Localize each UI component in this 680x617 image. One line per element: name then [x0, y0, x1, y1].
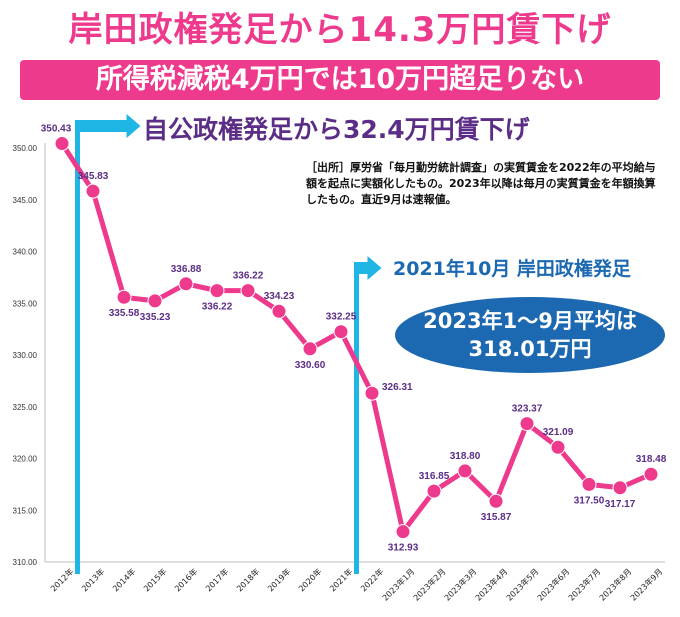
y-tick-label: 315.00 — [13, 506, 38, 515]
data-point — [302, 341, 318, 357]
data-label: 335.23 — [140, 312, 171, 323]
data-point — [426, 483, 442, 499]
page-title: 岸田政権発足から14.3万円賃下げ — [68, 10, 612, 50]
data-point — [147, 293, 163, 309]
data-label: 323.37 — [512, 404, 543, 415]
x-tick-label: 2023年1月 — [380, 566, 416, 602]
data-point — [457, 463, 473, 479]
data-point — [581, 476, 597, 492]
data-point — [271, 303, 287, 319]
data-label: 318.80 — [450, 451, 481, 462]
data-point — [364, 385, 380, 401]
data-point — [395, 524, 411, 540]
data-label: 334.23 — [264, 291, 295, 302]
x-tick-label: 2023年6月 — [535, 566, 571, 602]
data-point — [612, 480, 628, 496]
y-tick-label: 320.00 — [13, 455, 38, 464]
data-point — [333, 324, 349, 340]
banner: 所得税減税4万円では10万円超足りない — [20, 60, 660, 100]
y-tick-label: 340.00 — [13, 248, 38, 257]
data-label: 330.60 — [295, 360, 326, 371]
x-tick-label: 2015年 — [141, 566, 168, 593]
data-point — [54, 136, 70, 152]
data-label: 315.87 — [481, 512, 512, 523]
event-marker-line — [75, 120, 80, 574]
y-tick-label: 345.00 — [13, 196, 38, 205]
data-label: 345.83 — [78, 171, 109, 182]
x-tick-label: 2023年7月 — [566, 566, 602, 602]
data-point — [116, 289, 132, 305]
x-tick-label: 2023年8月 — [597, 566, 633, 602]
data-label: 350.43 — [41, 124, 72, 135]
data-label: 316.85 — [419, 471, 450, 482]
event-arrow-shaft — [354, 262, 368, 274]
x-tick-label: 2023年2月 — [411, 566, 447, 602]
kishida-annotation-text: 2021年10月 岸田政権発足 — [393, 258, 631, 280]
y-tick-label: 310.00 — [13, 558, 38, 567]
data-label: 336.22 — [202, 302, 233, 313]
y-tick-label: 330.00 — [13, 351, 38, 360]
x-tick-label: 2022年 — [358, 566, 385, 593]
x-tick-label: 2023年9月 — [628, 566, 664, 602]
data-point — [550, 439, 566, 455]
x-tick-label: 2014年 — [110, 566, 137, 593]
event-arrow-shaft — [75, 120, 127, 132]
data-label: 317.50 — [574, 495, 605, 506]
data-point — [85, 183, 101, 199]
y-tick-label: 350.00 — [13, 144, 38, 153]
x-tick-label: 2013年 — [79, 566, 106, 593]
data-point — [240, 283, 256, 299]
x-tick-label: 2012年 — [48, 566, 75, 593]
x-tick-label: 2023年3月 — [442, 566, 478, 602]
data-point — [178, 276, 194, 292]
data-point — [643, 466, 659, 482]
abe-annotation-text: 自公政権発足から32.4万円賃下げ — [143, 115, 530, 144]
event-arrow-head — [126, 114, 141, 138]
x-tick-label: 2018年 — [234, 566, 261, 593]
x-tick-label: 2023年5月 — [504, 566, 540, 602]
y-tick-label: 325.00 — [13, 403, 38, 412]
data-label: 335.58 — [109, 308, 140, 319]
x-tick-label: 2016年 — [172, 566, 199, 593]
data-label: 332.25 — [326, 312, 357, 323]
x-tick-label: 2017年 — [203, 566, 230, 593]
data-label: 318.48 — [636, 454, 667, 465]
x-tick-label: 2021年 — [327, 566, 354, 593]
data-point — [209, 283, 225, 299]
data-label: 326.31 — [382, 382, 413, 393]
source-note: ［出所］厚労省「毎月勤労統計調査」の実質賃金を2022年の平均給与額を起点に実額… — [306, 161, 656, 206]
data-label: 321.09 — [543, 427, 574, 438]
x-tick-label: 2019年 — [265, 566, 292, 593]
data-point — [488, 493, 504, 509]
data-label: 312.93 — [388, 543, 419, 554]
event-marker-line — [354, 262, 359, 574]
data-label: 336.88 — [171, 264, 202, 275]
y-tick-label: 335.00 — [13, 299, 38, 308]
average-line1: 2023年1～9月平均は — [423, 309, 637, 333]
x-tick-label: 2023年4月 — [473, 566, 509, 602]
x-tick-label: 2020年 — [296, 566, 323, 593]
data-label: 317.17 — [605, 499, 636, 510]
average-callout: 2023年1～9月平均は 318.01万円 — [395, 297, 665, 373]
event-arrow-head — [367, 256, 382, 280]
data-point — [519, 416, 535, 432]
data-label: 336.22 — [233, 271, 264, 282]
average-line2: 318.01万円 — [468, 337, 592, 361]
